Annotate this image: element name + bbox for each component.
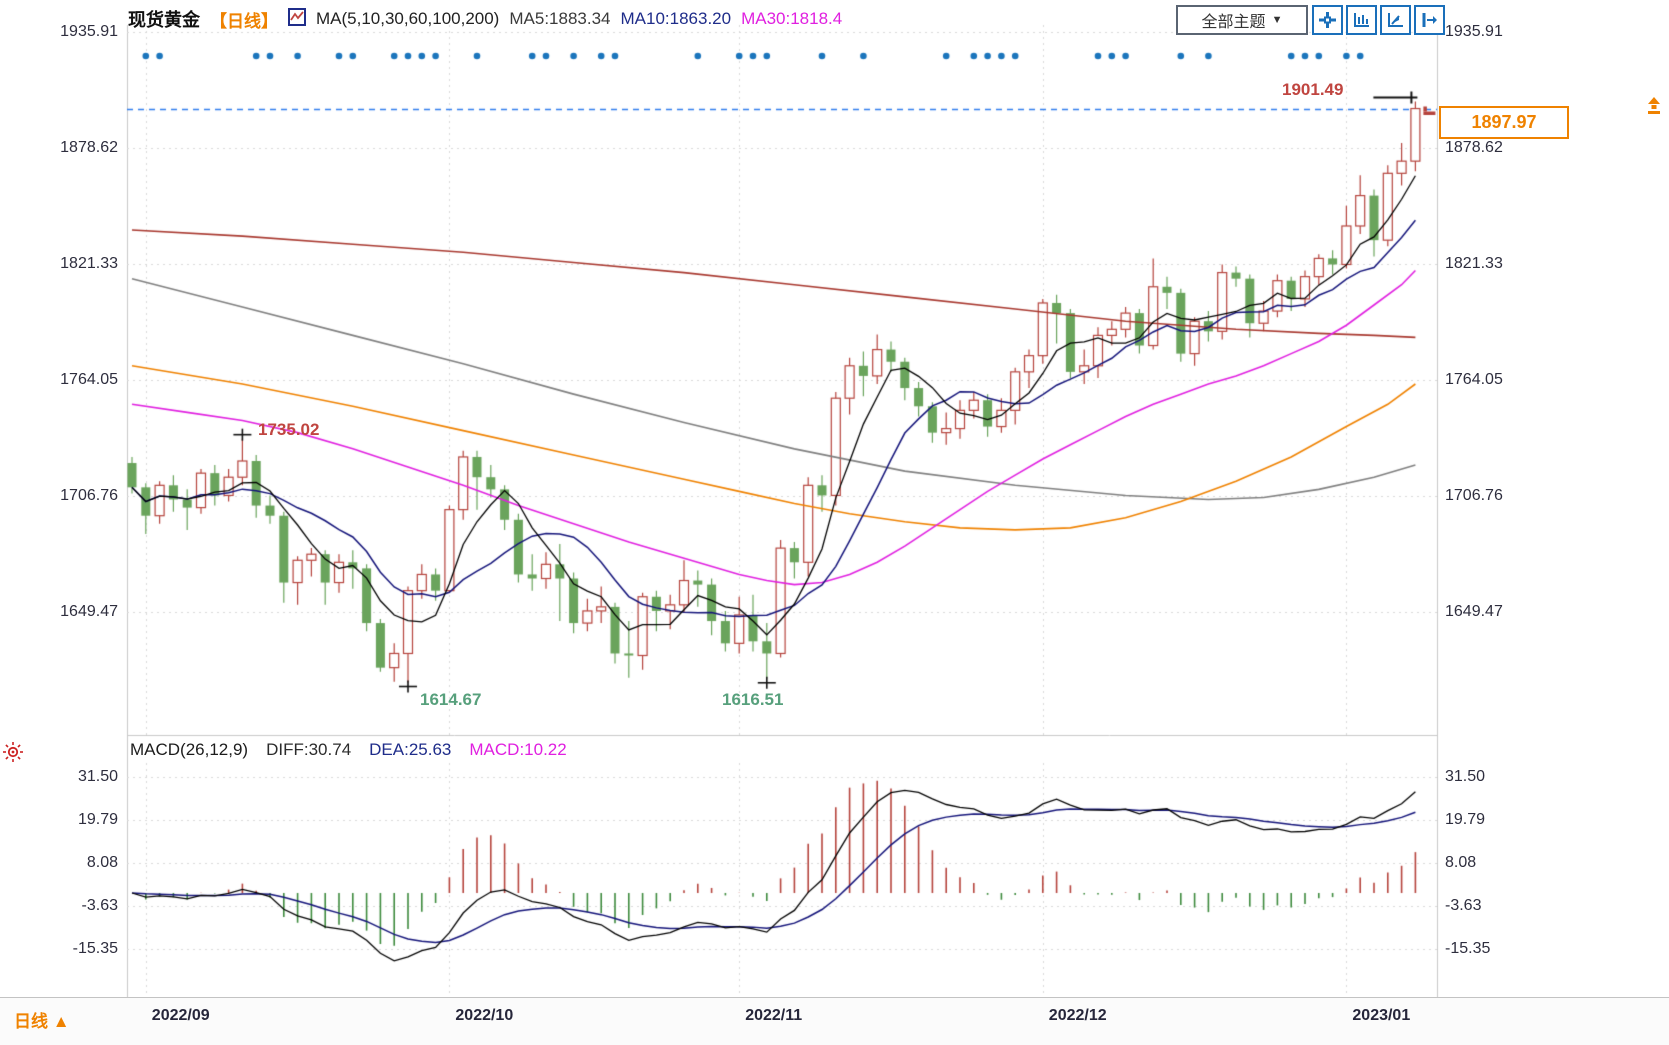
last-high-label: 1901.49 <box>1282 80 1344 99</box>
chart-toolbar <box>1312 5 1445 35</box>
price-axis-label-right: 1935.91 <box>1445 22 1503 40</box>
ma-settings-label: MA(5,10,30,60,100,200) <box>316 9 500 28</box>
macd-diff-value: DIFF:30.74 <box>266 740 352 759</box>
price-axis-label-left: 1764.05 <box>60 370 118 388</box>
current-price-tag: 1897.97 <box>1439 106 1569 139</box>
macd-axis-label-right: -3.63 <box>1445 897 1482 915</box>
price-axis-label-right: 1649.47 <box>1445 603 1503 620</box>
price-axis-label-left: 1878.62 <box>60 138 118 156</box>
macd-axis-label-right: 31.50 <box>1445 768 1486 786</box>
price-axis-label-right: 1706.76 <box>1445 486 1503 504</box>
swing-low-sep-label: 1614.67 <box>420 690 482 709</box>
macd-axis-label-right: -15.35 <box>1445 940 1491 958</box>
price-axis-label-right: 1821.33 <box>1445 254 1503 272</box>
period-label: 日线 <box>14 1012 48 1031</box>
price-axis-label-right: 1764.05 <box>1445 370 1503 388</box>
chevron-down-icon: ▼ <box>1271 14 1283 26</box>
price-axis-label-left: 1649.47 <box>60 603 118 620</box>
time-axis-month-label: 2022/12 <box>1048 1007 1107 1024</box>
macd-dea-value: DEA:25.63 <box>369 740 452 759</box>
price-axis-label-left: 1706.76 <box>60 486 118 504</box>
period-selector[interactable]: 日线 ▲ <box>14 1007 70 1032</box>
theme-select-button[interactable]: 全部主题 ▼ <box>1176 5 1308 35</box>
time-axis-month-label: 2023/01 <box>1352 1007 1411 1024</box>
macd-axis-label-left: -3.63 <box>81 897 118 915</box>
period-up-arrow-icon: ▲ <box>52 1012 70 1031</box>
ma5-value: MA5:1883.34 <box>509 9 611 28</box>
price-axis-label-right: 1878.62 <box>1445 138 1503 156</box>
ma10-value: MA10:1863.20 <box>620 9 732 28</box>
macd-axis-label-left: 31.50 <box>77 768 118 786</box>
price-axis-label-left: 1821.33 <box>60 254 118 272</box>
theme-button-label: 全部主题 <box>1201 14 1266 31</box>
time-axis-month-label: 2022/10 <box>455 1007 514 1024</box>
macd-axis-label-right: 19.79 <box>1445 811 1486 829</box>
ma30-value: MA30:1818.4 <box>741 9 843 28</box>
macd-axis-label-left: 19.79 <box>77 811 118 829</box>
current-price-value: 1897.97 <box>1471 112 1537 132</box>
price-axis-label-left: 1935.91 <box>60 22 118 40</box>
macd-bar-value: MACD:10.22 <box>469 740 567 759</box>
export-right-icon[interactable] <box>1414 5 1445 35</box>
swing-low-nov-label: 1616.51 <box>722 690 784 709</box>
macd-legend: MACD(26,12,9) DIFF:30.74 DEA:25.63 MACD:… <box>130 740 567 760</box>
chart-legend: 现货黄金 【日线】 MA(5,10,30,60,100,200) MA5:188… <box>128 6 842 32</box>
period-tag: 【日线】 <box>210 11 278 31</box>
symbol-name: 现货黄金 <box>128 10 200 30</box>
macd-axis-label-right: 8.08 <box>1445 854 1477 872</box>
ma-indicator-icon <box>288 7 306 31</box>
macd-params-label: MACD(26,12,9) <box>130 740 249 759</box>
crosshair-icon[interactable] <box>1312 5 1343 35</box>
time-axis-band <box>0 997 1669 1045</box>
macd-axis-label-left: 8.08 <box>86 854 118 872</box>
kline-panel-icon[interactable] <box>1346 5 1377 35</box>
indicator-settings-icon[interactable] <box>2 741 24 768</box>
trend-play-icon[interactable] <box>1380 5 1411 35</box>
macd-axis-label-left: -15.35 <box>72 940 118 958</box>
swing-high-label: 1735.02 <box>258 420 320 439</box>
time-axis-month-label: 2022/09 <box>151 1007 210 1024</box>
time-axis-month-label: 2022/11 <box>745 1007 803 1024</box>
price-up-arrow-icon[interactable] <box>1646 96 1662 123</box>
